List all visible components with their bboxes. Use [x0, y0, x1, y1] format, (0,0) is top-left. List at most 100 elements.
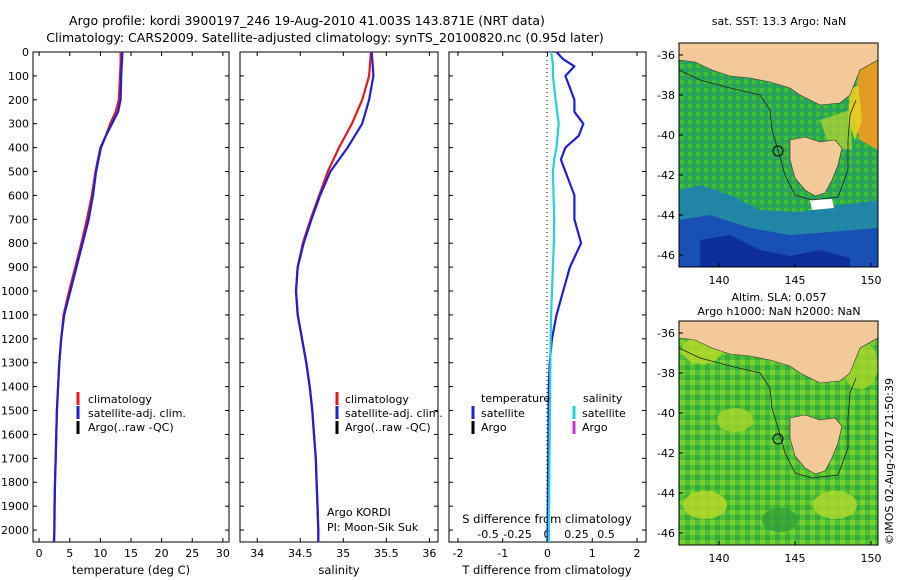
depth-tick-label: 400: [8, 142, 29, 155]
map-y-tick-label: -38: [657, 89, 675, 102]
map-y-tick-label: -44: [657, 209, 675, 222]
depth-tick-label: 1500: [1, 405, 29, 418]
map-x-tick-label: 140: [709, 552, 730, 565]
depth-tick-label: 1800: [1, 476, 29, 489]
temperature-x-ticks: 0 5 10 15 20 25 30: [36, 52, 230, 560]
map-sst-x-ticks: 140 145 150: [709, 263, 882, 287]
map-y-tick-label: -42: [657, 169, 675, 182]
map-x-tick-label: 145: [785, 274, 806, 287]
map-x-tick-label: 150: [861, 552, 882, 565]
x-tick-label: 5: [66, 547, 73, 560]
x-tick-label: -2: [452, 547, 463, 560]
x-tick-label: 10: [93, 547, 107, 560]
imos-stamp: ©IMOS 02-Aug-2017 21:50:39: [883, 378, 896, 545]
legend-label: climatology: [88, 393, 152, 406]
map-y-tick-label: -44: [657, 487, 675, 500]
x2-tick-label: 0.5: [597, 528, 615, 541]
map-x-tick-label: 145: [785, 552, 806, 565]
series-line-climatology: [294, 51, 372, 542]
depth-axis: 0 100 200 300 400 500 600 700 800 900 1000 1100 1200…: [1, 46, 29, 537]
legend-label: satellite-adj. clim.: [345, 407, 443, 420]
legend-header-temperature: temperature: [481, 392, 550, 405]
map-x-tick-label: 140: [709, 274, 730, 287]
difference-xlabel: T difference from climatology: [461, 563, 632, 577]
depth-tick-label: 1600: [1, 428, 29, 441]
x-tick-label: 35.5: [374, 547, 399, 560]
depth-tick-label: 300: [8, 118, 29, 131]
x-tick-label: 36: [422, 547, 436, 560]
x2-tick-label: -0.25: [503, 528, 531, 541]
sst-map: [679, 43, 878, 267]
pi-label: PI: Moon-Sik Suk: [327, 521, 419, 534]
depth-tick-label: 900: [8, 261, 29, 274]
map-y-tick-label: -38: [657, 367, 675, 380]
salinity-xlabel: salinity: [318, 563, 359, 577]
map-sla-y-ticks: -36 -38 -40 -42 -44 -46: [657, 327, 683, 540]
map-sla-x-ticks: 140 145 150: [709, 541, 882, 565]
argo-float-label: Argo KORDI: [327, 506, 391, 519]
map-y-tick-label: -36: [657, 49, 675, 62]
legend-label: climatology: [345, 393, 409, 406]
temperature-xlabel: temperature (deg C): [72, 563, 190, 577]
depth-tick-label: 800: [8, 237, 29, 250]
series-line-satellite-adj-clim-: [53, 51, 124, 543]
temperature-panel: [32, 51, 230, 543]
depth-tick-label: 1700: [1, 452, 29, 465]
map-y-tick-label: -40: [657, 129, 675, 142]
sla-map: [679, 321, 878, 545]
x-tick-label: 25: [185, 547, 199, 560]
map-y-tick-label: -40: [657, 407, 675, 420]
legend-label: satellite: [481, 407, 525, 420]
depth-tick-label: 200: [8, 94, 29, 107]
depth-tick-label: 1100: [1, 309, 29, 322]
legend-label: Argo: [481, 421, 507, 434]
map-y-tick-label: -42: [657, 447, 675, 460]
difference-series: [546, 51, 585, 543]
depth-tick-label: 700: [8, 213, 29, 226]
x-tick-label: 30: [216, 547, 230, 560]
depth-tick-label: 1300: [1, 357, 29, 370]
map-y-tick-label: -46: [657, 249, 675, 262]
x-tick-label: 0: [36, 547, 43, 560]
map-sst-title: sat. SST: 13.3 Argo: NaN: [712, 15, 846, 28]
argo-position-marker: [772, 145, 784, 157]
temperature-series: [52, 51, 124, 543]
map-sst-y-ticks: -36 -38 -40 -42 -44 -46: [657, 49, 683, 262]
legend-label: Argo: [582, 421, 608, 434]
map-x-tick-label: 150: [861, 274, 882, 287]
legend-header-salinity: salinity: [583, 392, 623, 405]
x-tick-label: -1: [497, 547, 508, 560]
depth-tick-label: 0: [22, 46, 29, 59]
legend-label: Argo(..raw -QC): [88, 421, 174, 434]
x-tick-label: 20: [155, 547, 169, 560]
salinity-x-ticks: 34 34.5 35 35.5 36: [250, 52, 436, 560]
salinity-series: [294, 51, 375, 542]
x-tick-label: 1: [589, 547, 596, 560]
legend-label: satellite-adj. clim.: [88, 407, 186, 420]
x-tick-label: 15: [124, 547, 138, 560]
depth-tick-label: 1200: [1, 333, 29, 346]
difference-x-ticks: -2 -1 0 1 2: [452, 52, 641, 560]
x2-tick-label: 0.25: [564, 528, 589, 541]
map-sla-title-2: Argo h1000: NaN h2000: NaN: [697, 305, 860, 318]
legend-label: Argo(..raw -QC): [345, 421, 431, 434]
x2-tick-label: -0.5: [477, 528, 498, 541]
depth-ticks: [33, 51, 646, 531]
x-tick-label: 34: [250, 547, 264, 560]
series-line-satellite-adj-clim-: [294, 51, 375, 542]
legend-label: satellite: [582, 407, 626, 420]
sla-map-frame: [678, 320, 879, 546]
x-tick-label: 34.5: [288, 547, 313, 560]
map-y-tick-label: -46: [657, 527, 675, 540]
difference-legend: temperature satellite Argo salinity sate…: [471, 392, 626, 434]
temperature-legend: climatology satellite-adj. clim. Argo(..…: [76, 392, 186, 434]
x-tick-label: 2: [634, 547, 641, 560]
title-line-2: Climatology: CARS2009. Satellite-adjuste…: [46, 30, 603, 45]
depth-tick-label: 1000: [1, 285, 29, 298]
x-tick-label: 35: [336, 547, 350, 560]
argo-position-marker: [772, 433, 784, 445]
depth-tick-label: 500: [8, 166, 29, 179]
map-y-tick-label: -36: [657, 327, 675, 340]
depth-tick-label: 600: [8, 189, 29, 202]
